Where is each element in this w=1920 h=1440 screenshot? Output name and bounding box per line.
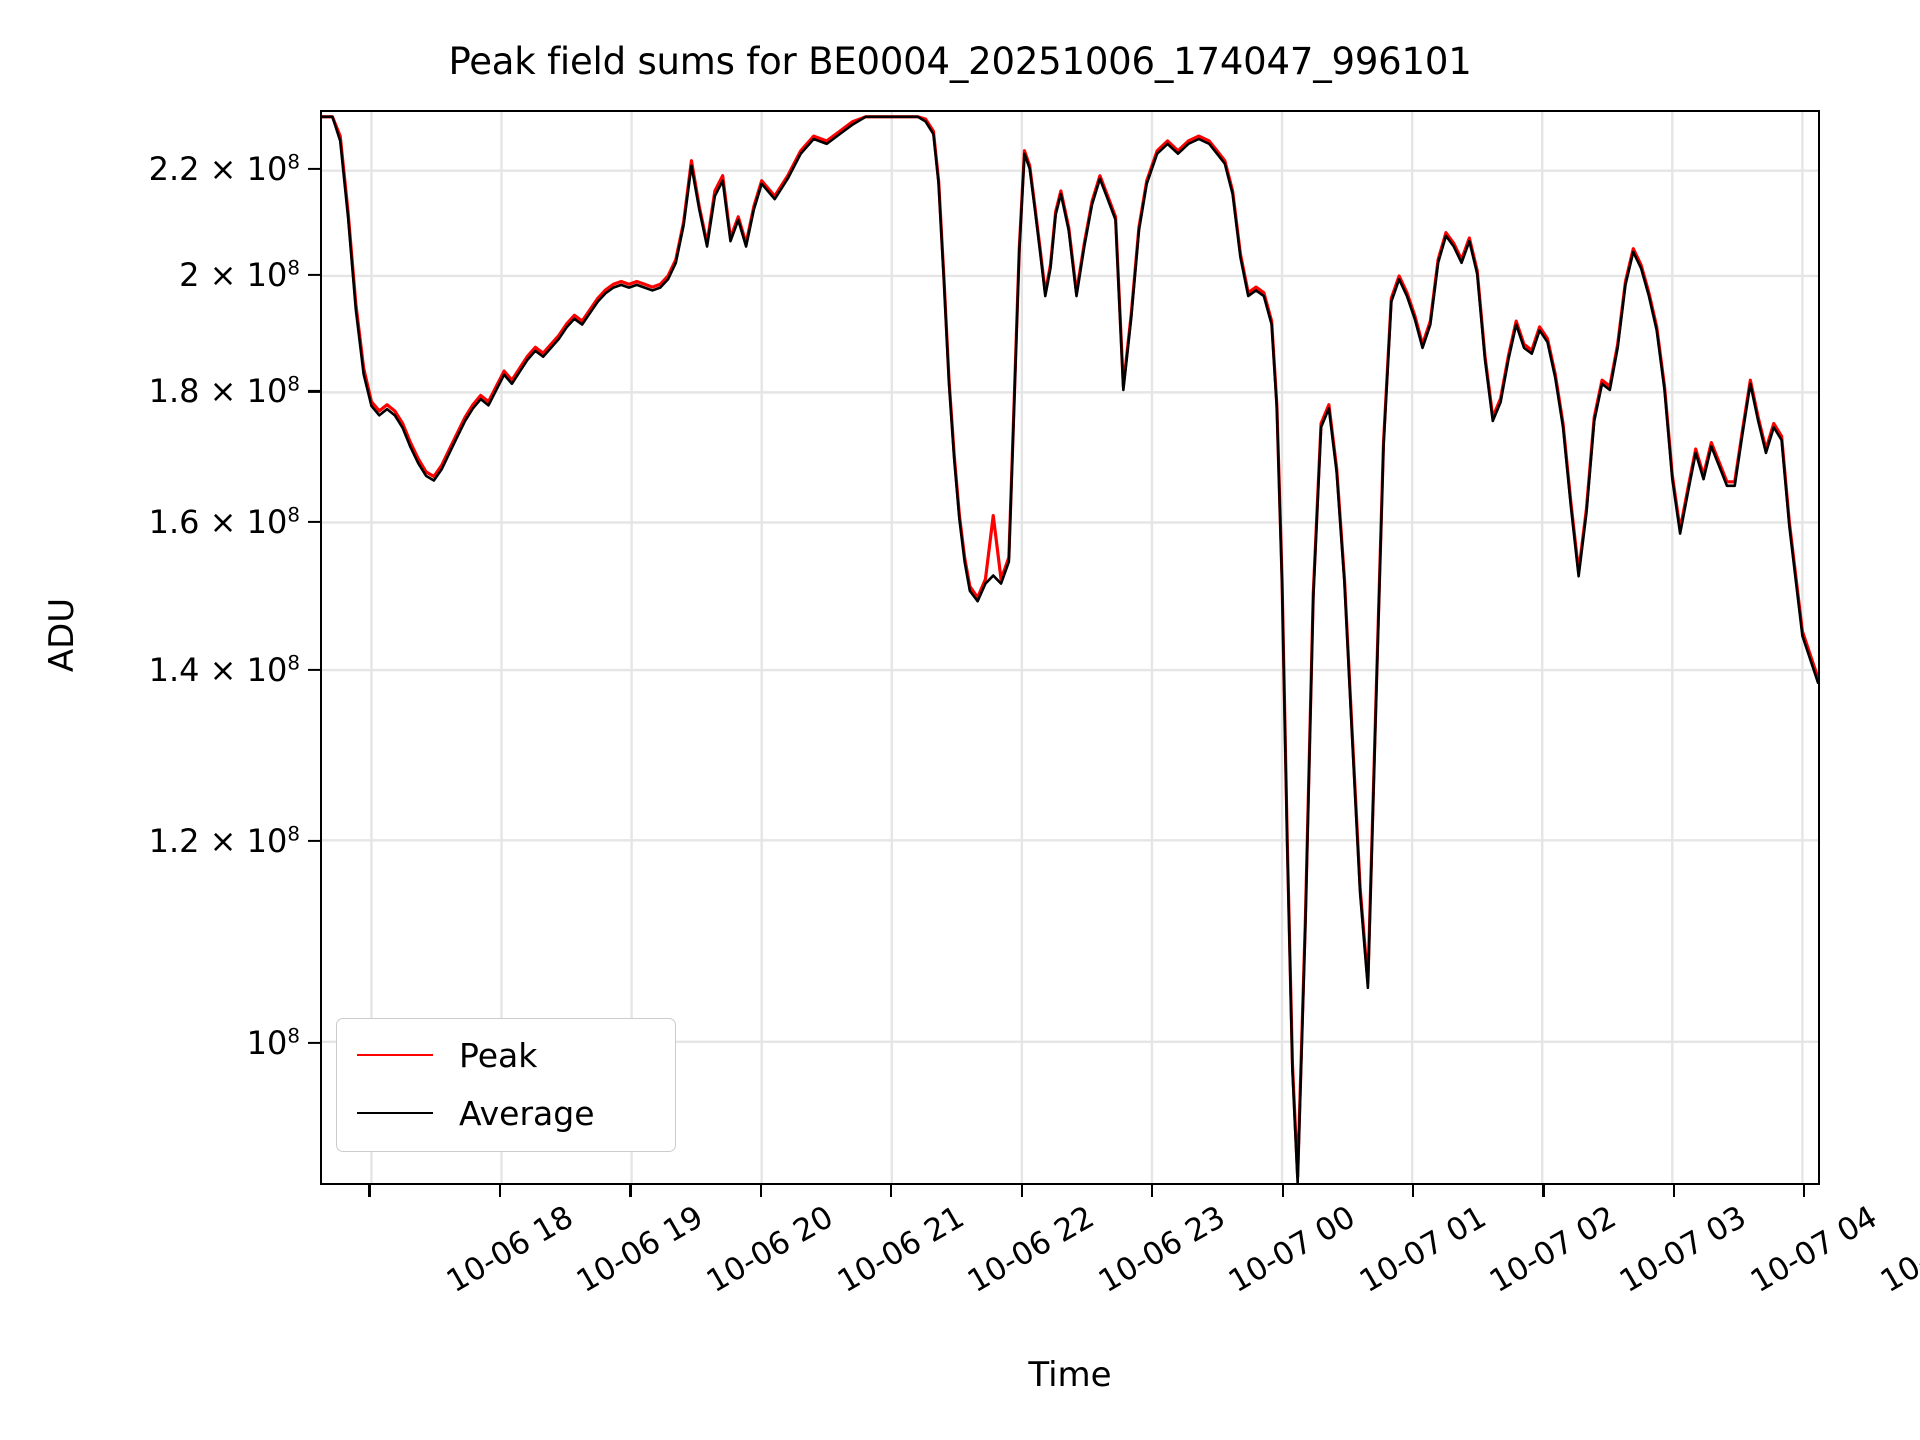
x-tick-mark bbox=[759, 1185, 762, 1197]
legend-item-average[interactable]: Average bbox=[337, 1085, 675, 1141]
y-tick-label: 1.6 × 108 bbox=[148, 503, 300, 542]
data-series-lines bbox=[322, 115, 1818, 1183]
y-tick-label: 108 bbox=[246, 1024, 300, 1063]
y-tick-label: 2.2 × 108 bbox=[148, 149, 300, 188]
y-tick-mark bbox=[308, 390, 320, 393]
y-tick-mark bbox=[308, 839, 320, 843]
x-tick-label: 10-07 04 bbox=[1744, 1199, 1884, 1300]
y-tick-mark bbox=[308, 167, 320, 170]
y-axis-tick-marks bbox=[0, 110, 320, 1185]
y-tick-label: 1.2 × 108 bbox=[148, 822, 300, 861]
x-tick-label: 10-07 05 bbox=[1875, 1199, 1920, 1300]
legend-color-swatch bbox=[357, 1054, 433, 1056]
legend-item-peak[interactable]: Peak bbox=[337, 1027, 675, 1083]
y-tick-mark bbox=[308, 1042, 320, 1045]
x-tick-mark bbox=[1020, 1185, 1023, 1197]
y-tick-label: 2 × 108 bbox=[179, 255, 300, 294]
y-axis-tick-labels: 108 1.2 × 108 1.4 × 108 1.6 × 108 1.8 × 108 2… bbox=[0, 110, 300, 1185]
x-axis-tick-labels: 10-06 18 10-06 19 10-06 20 10-06 21 10-06 22… bbox=[320, 1199, 1920, 1359]
chart-legend: Peak Average bbox=[336, 1018, 676, 1152]
gridlines bbox=[322, 112, 1818, 1183]
x-tick-mark bbox=[629, 1185, 632, 1197]
x-tick-label: 10-07 00 bbox=[1222, 1199, 1362, 1300]
x-tick-mark bbox=[368, 1185, 371, 1197]
x-tick-mark bbox=[1151, 1185, 1154, 1197]
y-tick-mark bbox=[308, 520, 320, 524]
x-tick-mark bbox=[1672, 1185, 1675, 1197]
y-tick-mark bbox=[308, 273, 320, 276]
legend-color-swatch bbox=[357, 1112, 433, 1114]
plot-area bbox=[320, 110, 1820, 1185]
x-tick-mark bbox=[890, 1185, 893, 1197]
x-tick-label: 10-07 02 bbox=[1483, 1199, 1623, 1300]
y-tick-mark bbox=[308, 669, 320, 672]
x-tick-mark bbox=[1542, 1185, 1545, 1197]
x-tick-label: 10-07 03 bbox=[1614, 1199, 1753, 1300]
x-tick-label: 10-06 18 bbox=[440, 1199, 579, 1300]
y-tick-label: 1.4 × 108 bbox=[148, 651, 300, 690]
y-tick-label: 1.8 × 108 bbox=[148, 372, 300, 411]
x-tick-label: 10-06 20 bbox=[701, 1199, 840, 1300]
chart-title: Peak field sums for BE0004_20251006_1740… bbox=[448, 40, 1472, 83]
x-tick-mark bbox=[1281, 1185, 1284, 1197]
x-tick-mark bbox=[498, 1185, 502, 1197]
x-tick-label: 10-06 22 bbox=[961, 1199, 1101, 1300]
legend-label: Peak bbox=[459, 1035, 538, 1075]
x-tick-mark bbox=[1411, 1185, 1415, 1197]
x-axis-label: Time bbox=[1028, 1355, 1112, 1395]
x-tick-label: 10-06 19 bbox=[570, 1199, 710, 1300]
x-tick-label: 10-07 01 bbox=[1353, 1199, 1492, 1300]
x-axis-tick-marks bbox=[320, 1185, 1820, 1199]
x-tick-mark bbox=[1803, 1185, 1806, 1197]
series-line-average bbox=[322, 115, 1818, 1183]
x-tick-label: 10-06 23 bbox=[1092, 1199, 1232, 1300]
x-tick-label: 10-06 21 bbox=[831, 1199, 971, 1300]
legend-label: Average bbox=[459, 1093, 595, 1133]
